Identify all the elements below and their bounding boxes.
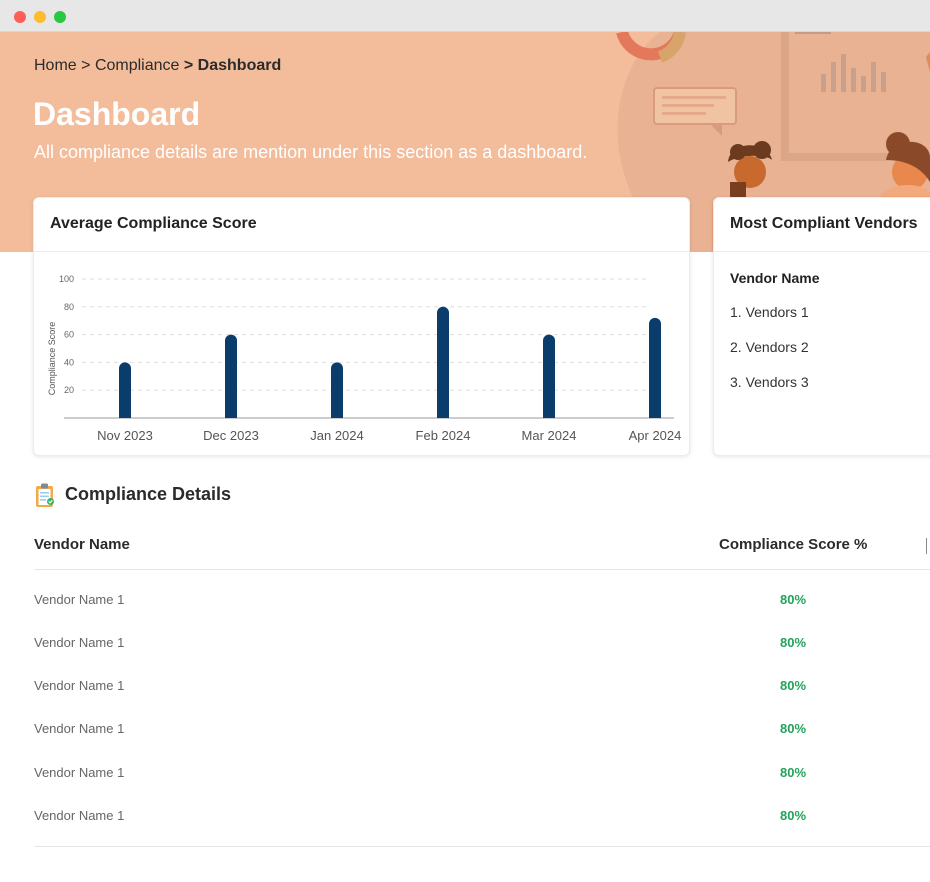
table-cell-score: 80% <box>780 721 807 736</box>
minimize-window-button[interactable] <box>34 11 46 23</box>
page-subtitle: All compliance details are mention under… <box>34 142 588 162</box>
vendor-list-item[interactable]: 2. Vendors 2 <box>730 339 809 355</box>
vendor-name-header: Vendor Name <box>730 270 820 286</box>
speech-bubble-icon <box>653 87 737 136</box>
table-cell-vendor: Vendor Name 1 <box>34 721 125 736</box>
chart-bar <box>225 334 237 418</box>
x-tick-label: Mar 2024 <box>522 428 577 443</box>
table-cell-vendor: Vendor Name 1 <box>34 808 125 823</box>
x-tick-label: Jan 2024 <box>310 428 364 443</box>
table-cell-vendor: Vendor Name 1 <box>34 765 125 780</box>
compliance-bar-chart: 20 40 60 80 100 Compliance Score Nov 2023 Dec 2… <box>47 274 682 443</box>
table-cell-vendor: Vendor Name 1 <box>34 678 125 693</box>
y-tick-label: 100 <box>59 274 74 284</box>
maximize-window-button[interactable] <box>54 11 66 23</box>
page-title: Dashboard <box>33 96 201 132</box>
chart-bar <box>119 362 131 418</box>
table-cell-score: 80% <box>780 765 807 780</box>
chart-bar <box>649 317 661 418</box>
breadcrumb-current: Dashboard <box>197 57 282 74</box>
window-titlebar <box>0 0 930 32</box>
y-tick-label: 20 <box>64 385 74 395</box>
y-tick-label: 60 <box>64 330 74 340</box>
x-tick-label: Feb 2024 <box>416 428 471 443</box>
table-cell-score: 80% <box>780 592 807 607</box>
breadcrumb-separator: > <box>183 57 194 74</box>
most-compliant-vendors-card: Most Compliant Vendors Vendor Name 1. Ve… <box>713 197 930 456</box>
card-title: Most Compliant Vendors <box>714 198 930 252</box>
close-window-button[interactable] <box>14 11 26 23</box>
clipboard-icon <box>36 483 54 507</box>
chart-bar <box>331 362 343 418</box>
table-cell-vendor: Vendor Name 1 <box>34 592 125 607</box>
x-tick-label: Apr 2024 <box>629 428 682 443</box>
donut-chart-icon <box>616 32 686 63</box>
chart-bar <box>437 306 449 418</box>
table-header-divider <box>34 569 930 570</box>
column-header-compliance-score[interactable]: Compliance Score % <box>719 536 868 553</box>
table-cell-score: 80% <box>780 635 807 650</box>
vendor-list-item[interactable]: 3. Vendors 3 <box>730 374 809 390</box>
vendor-list-item[interactable]: 1. Vendors 1 <box>730 304 809 320</box>
average-compliance-score-card: Average Compliance Score 20 40 60 80 100 Comp… <box>33 197 690 456</box>
breadcrumb-home-link[interactable]: Home <box>34 57 77 74</box>
x-tick-label: Dec 2023 <box>203 428 259 443</box>
x-tick-label: Nov 2023 <box>97 428 153 443</box>
bar-chart-icon <box>821 54 886 92</box>
breadcrumb-separator: > <box>81 57 91 74</box>
compliance-details-title: Compliance Details <box>65 484 232 504</box>
column-header-vendor-name[interactable]: Vendor Name <box>34 536 130 553</box>
y-axis-title: Compliance Score <box>47 322 57 396</box>
chart-bar <box>543 334 555 418</box>
breadcrumb-compliance-link[interactable]: Compliance <box>94 57 180 74</box>
column-divider <box>926 538 930 554</box>
table-cell-score: 80% <box>780 808 807 823</box>
breadcrumb: Home > Compliance > Dashboard <box>34 57 281 75</box>
y-tick-label: 40 <box>64 357 74 367</box>
card-title: Average Compliance Score <box>34 198 689 252</box>
table-cell-score: 80% <box>780 678 807 693</box>
table-bottom-divider <box>34 846 930 847</box>
table-cell-vendor: Vendor Name 1 <box>34 635 125 650</box>
y-tick-label: 80 <box>64 302 74 312</box>
